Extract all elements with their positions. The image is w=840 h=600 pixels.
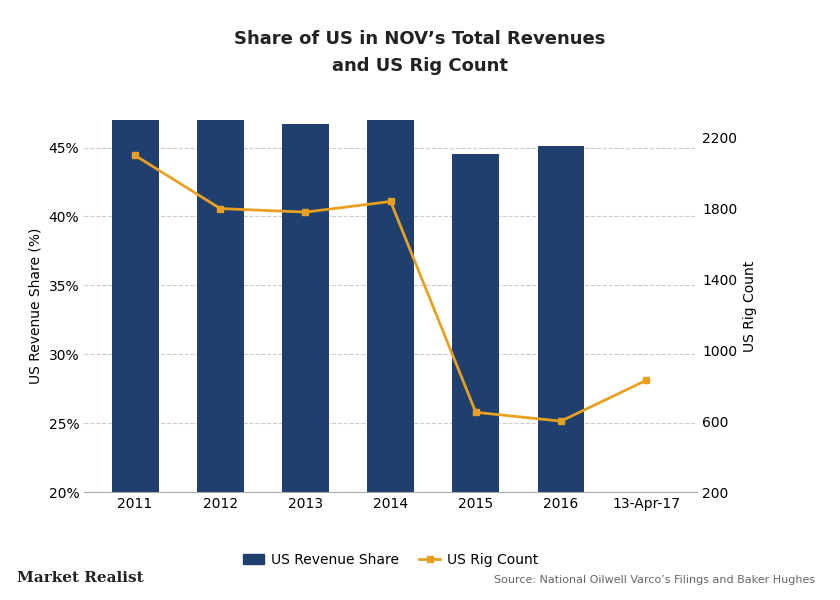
- Bar: [538, 146, 585, 492]
- Text: Source: National Oilwell Varco’s Filings and Baker Hughes: Source: National Oilwell Varco’s Filings…: [494, 575, 815, 585]
- Bar: [282, 124, 328, 492]
- Y-axis label: US Rig Count: US Rig Count: [743, 260, 757, 352]
- Bar: [367, 100, 414, 492]
- Text: Share of US in NOV’s Total Revenues: Share of US in NOV’s Total Revenues: [234, 30, 606, 48]
- Text: Market Realist: Market Realist: [17, 571, 144, 585]
- Legend: US Revenue Share, US Rig Count: US Revenue Share, US Rig Count: [237, 547, 544, 572]
- Text: and US Rig Count: and US Rig Count: [332, 57, 508, 75]
- Bar: [112, 0, 159, 492]
- Bar: [197, 0, 244, 492]
- Bar: [453, 154, 499, 492]
- Y-axis label: US Revenue Share (%): US Revenue Share (%): [29, 228, 43, 384]
